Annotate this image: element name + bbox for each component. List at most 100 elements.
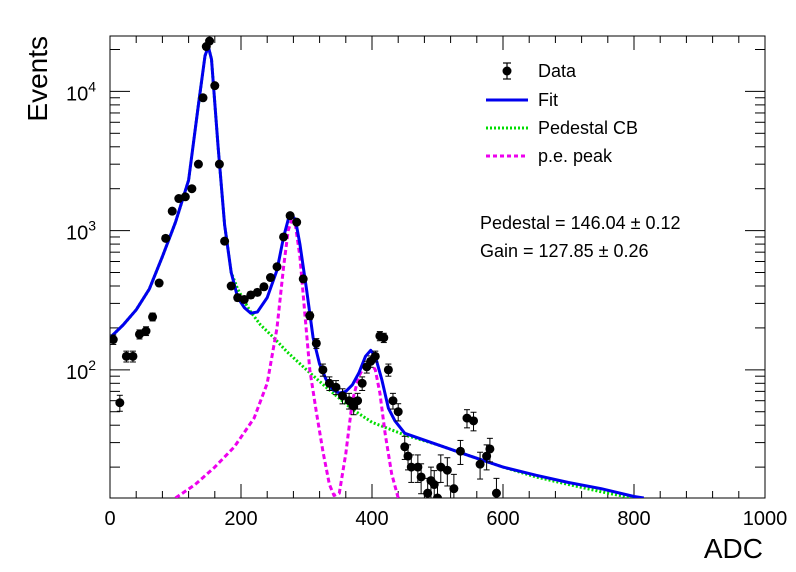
x-tick-label: 800: [617, 508, 650, 530]
data-point: [311, 338, 321, 349]
data-point-marker: [265, 273, 275, 283]
data-point-marker: [210, 81, 220, 91]
data-point-marker: [128, 351, 138, 361]
data-point-marker: [205, 36, 215, 46]
data-point: [383, 363, 393, 377]
data-point-marker: [285, 211, 295, 221]
data-point-marker: [121, 351, 131, 361]
data-point-marker: [226, 281, 236, 291]
data-point: [210, 81, 220, 91]
data-point-marker: [357, 378, 367, 388]
data-point: [455, 439, 465, 465]
data-point-marker: [187, 184, 197, 194]
data-point-marker: [148, 312, 158, 322]
data-point: [220, 236, 230, 246]
legend-label-pe-peak: p.e. peak: [538, 146, 613, 166]
y-axis-ticks: [110, 48, 765, 468]
data-point-marker: [379, 333, 389, 343]
data-point-marker: [423, 488, 433, 498]
y-tick-label-exponent: 3: [88, 218, 96, 234]
data-point-marker: [413, 462, 423, 472]
data-point-marker: [110, 335, 118, 345]
data-point-marker: [416, 472, 426, 482]
data-point: [198, 93, 208, 103]
data-point-marker: [154, 278, 164, 288]
gain-annotation: Gain = 127.85 ± 0.26: [480, 241, 649, 261]
data-point: [416, 463, 426, 495]
data-point: [154, 278, 164, 288]
x-tick-label: 0: [104, 508, 115, 530]
data-point: [370, 350, 380, 363]
data-point-marker: [442, 465, 452, 475]
data-point: [393, 403, 403, 422]
data-point: [121, 350, 131, 363]
data-point-marker: [403, 451, 413, 461]
data-point: [167, 206, 177, 216]
data-point-marker: [311, 338, 321, 348]
data-point-marker: [353, 396, 363, 406]
data-point: [485, 437, 495, 463]
data-point-marker: [161, 233, 171, 243]
x-axis-title: ADC: [704, 533, 763, 564]
data-point: [252, 287, 262, 297]
legend-item-pedestal: Pedestal CB: [486, 118, 638, 138]
data-point: [161, 233, 171, 243]
data-point-marker: [482, 451, 492, 461]
data-point-marker: [167, 206, 177, 216]
x-tick-label: 1000: [743, 508, 788, 530]
legend-data-marker: [502, 66, 512, 76]
data-point-marker: [239, 294, 249, 304]
data-point-marker: [475, 459, 485, 469]
data-point-marker: [331, 382, 341, 392]
data-point: [331, 380, 341, 396]
y-tick-label-base: 10: [66, 362, 88, 384]
data-point: [469, 411, 479, 432]
data-point: [298, 274, 308, 284]
data-point-marker: [259, 282, 269, 292]
data-point-marker: [214, 159, 224, 169]
data-point: [115, 394, 125, 412]
legend-item-data: Data: [502, 61, 577, 81]
data-point: [187, 184, 197, 194]
legend-item-fit: Fit: [486, 90, 558, 110]
y-tick-label-base: 10: [66, 223, 88, 245]
pedestal-cb-curve: [110, 45, 635, 498]
data-point-marker: [252, 287, 262, 297]
x-axis-ticks: [109, 36, 766, 498]
data-point-marker: [469, 416, 479, 426]
y-tick-label: 103: [66, 218, 96, 245]
y-tick-label: 104: [66, 78, 96, 105]
legend-label-data: Data: [538, 61, 577, 81]
data-point: [324, 376, 334, 391]
data-point-marker: [449, 484, 459, 494]
data-point: [305, 311, 315, 321]
data-point: [110, 334, 118, 345]
fit-curve: [110, 45, 645, 498]
data-point-marker: [393, 407, 403, 417]
data-point-marker: [198, 93, 208, 103]
data-point: [128, 350, 138, 363]
data-point: [259, 282, 269, 292]
data-point-marker: [298, 274, 308, 284]
data-point-marker: [370, 351, 380, 361]
data-point-marker: [406, 462, 416, 472]
data-point: [239, 294, 249, 304]
data-point-marker: [318, 365, 328, 375]
data-point-marker: [279, 232, 289, 242]
x-tick-label: 400: [355, 508, 388, 530]
data-point-marker: [383, 365, 393, 375]
data-point: [265, 273, 275, 283]
data-point: [475, 451, 485, 480]
data-point-marker: [305, 311, 315, 321]
y-tick-label-exponent: 2: [88, 357, 96, 373]
y-tick-label-base: 10: [66, 83, 88, 105]
legend-label-pedestal: Pedestal CB: [538, 118, 638, 138]
plot-frame: [109, 35, 766, 499]
data-point: [285, 211, 295, 221]
data-point: [148, 312, 158, 322]
data-point: [491, 477, 501, 498]
data-point: [193, 159, 203, 169]
legend: Data Fit Pedestal CB p.e. peak: [486, 61, 638, 166]
data-point: [292, 217, 302, 227]
